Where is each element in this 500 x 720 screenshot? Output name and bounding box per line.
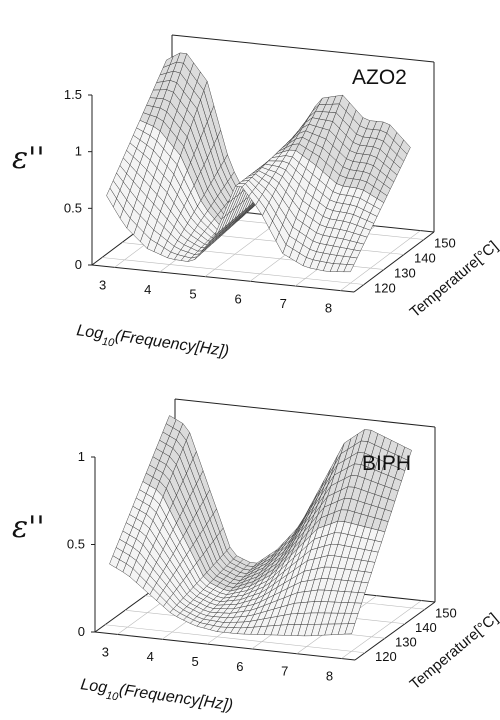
x-tick-label: 4	[147, 649, 154, 664]
x-tick-label: 6	[234, 291, 241, 306]
x-tick-label: 3	[99, 277, 106, 292]
chart-title: BIPH	[362, 452, 411, 475]
x-tick-label: 6	[236, 659, 243, 674]
z-tick-label: 0	[78, 624, 85, 639]
z-axis-label: ε''	[12, 141, 45, 176]
y-tick-label: 150	[434, 236, 456, 251]
z-axis-label: ε''	[12, 510, 45, 545]
surface-mesh	[109, 415, 412, 637]
z-tick-label: 1	[75, 144, 82, 159]
y-tick-label: 120	[374, 281, 396, 296]
surface-cell	[344, 623, 356, 635]
floor-grid-line	[101, 257, 365, 285]
chart-title: AZO2	[352, 66, 407, 89]
z-tick-label: 0.5	[67, 537, 85, 552]
y-tick-label: 140	[415, 620, 437, 635]
axis-line	[353, 231, 435, 293]
floor-grid-line	[104, 624, 366, 654]
z-tick-label: 0.5	[64, 200, 82, 215]
floor-grid-line	[341, 600, 422, 659]
axis-line	[354, 601, 436, 661]
y-tick-label: 120	[375, 649, 397, 664]
surface-mesh	[106, 52, 411, 273]
x-tick-label: 7	[281, 664, 288, 679]
x-axis-label: Log10(Frequency[Hz])	[79, 676, 234, 719]
x-tick-label: 4	[144, 282, 151, 297]
z-tick-label: 1.5	[64, 87, 82, 102]
x-tick-label: 7	[280, 296, 287, 311]
y-tick-label: 140	[414, 251, 436, 266]
surface-cell	[343, 264, 355, 273]
x-tick-label: 5	[191, 654, 198, 669]
z-tick-label: 1	[78, 449, 85, 464]
y-tick-label: 150	[435, 605, 457, 620]
y-tick-label: 130	[394, 266, 416, 281]
x-tick-label: 8	[326, 669, 333, 684]
axis-line	[94, 631, 356, 661]
axis-line	[171, 34, 435, 63]
y-tick-label: 130	[395, 634, 417, 649]
z-tick-label: 0	[75, 257, 82, 272]
x-tick-label: 3	[102, 644, 109, 659]
x-tick-label: 8	[325, 301, 332, 316]
axis-line	[91, 264, 355, 293]
floor-grid-line	[340, 230, 421, 291]
axis-line	[174, 398, 436, 428]
x-axis-label: Log10(Frequency[Hz])	[75, 322, 230, 365]
x-tick-label: 5	[189, 287, 196, 302]
